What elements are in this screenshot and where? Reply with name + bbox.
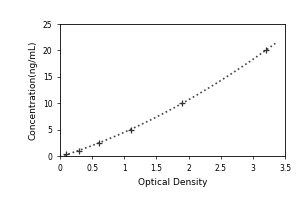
Y-axis label: Concentration(ng/mL): Concentration(ng/mL): [28, 40, 37, 140]
X-axis label: Optical Density: Optical Density: [138, 178, 207, 187]
